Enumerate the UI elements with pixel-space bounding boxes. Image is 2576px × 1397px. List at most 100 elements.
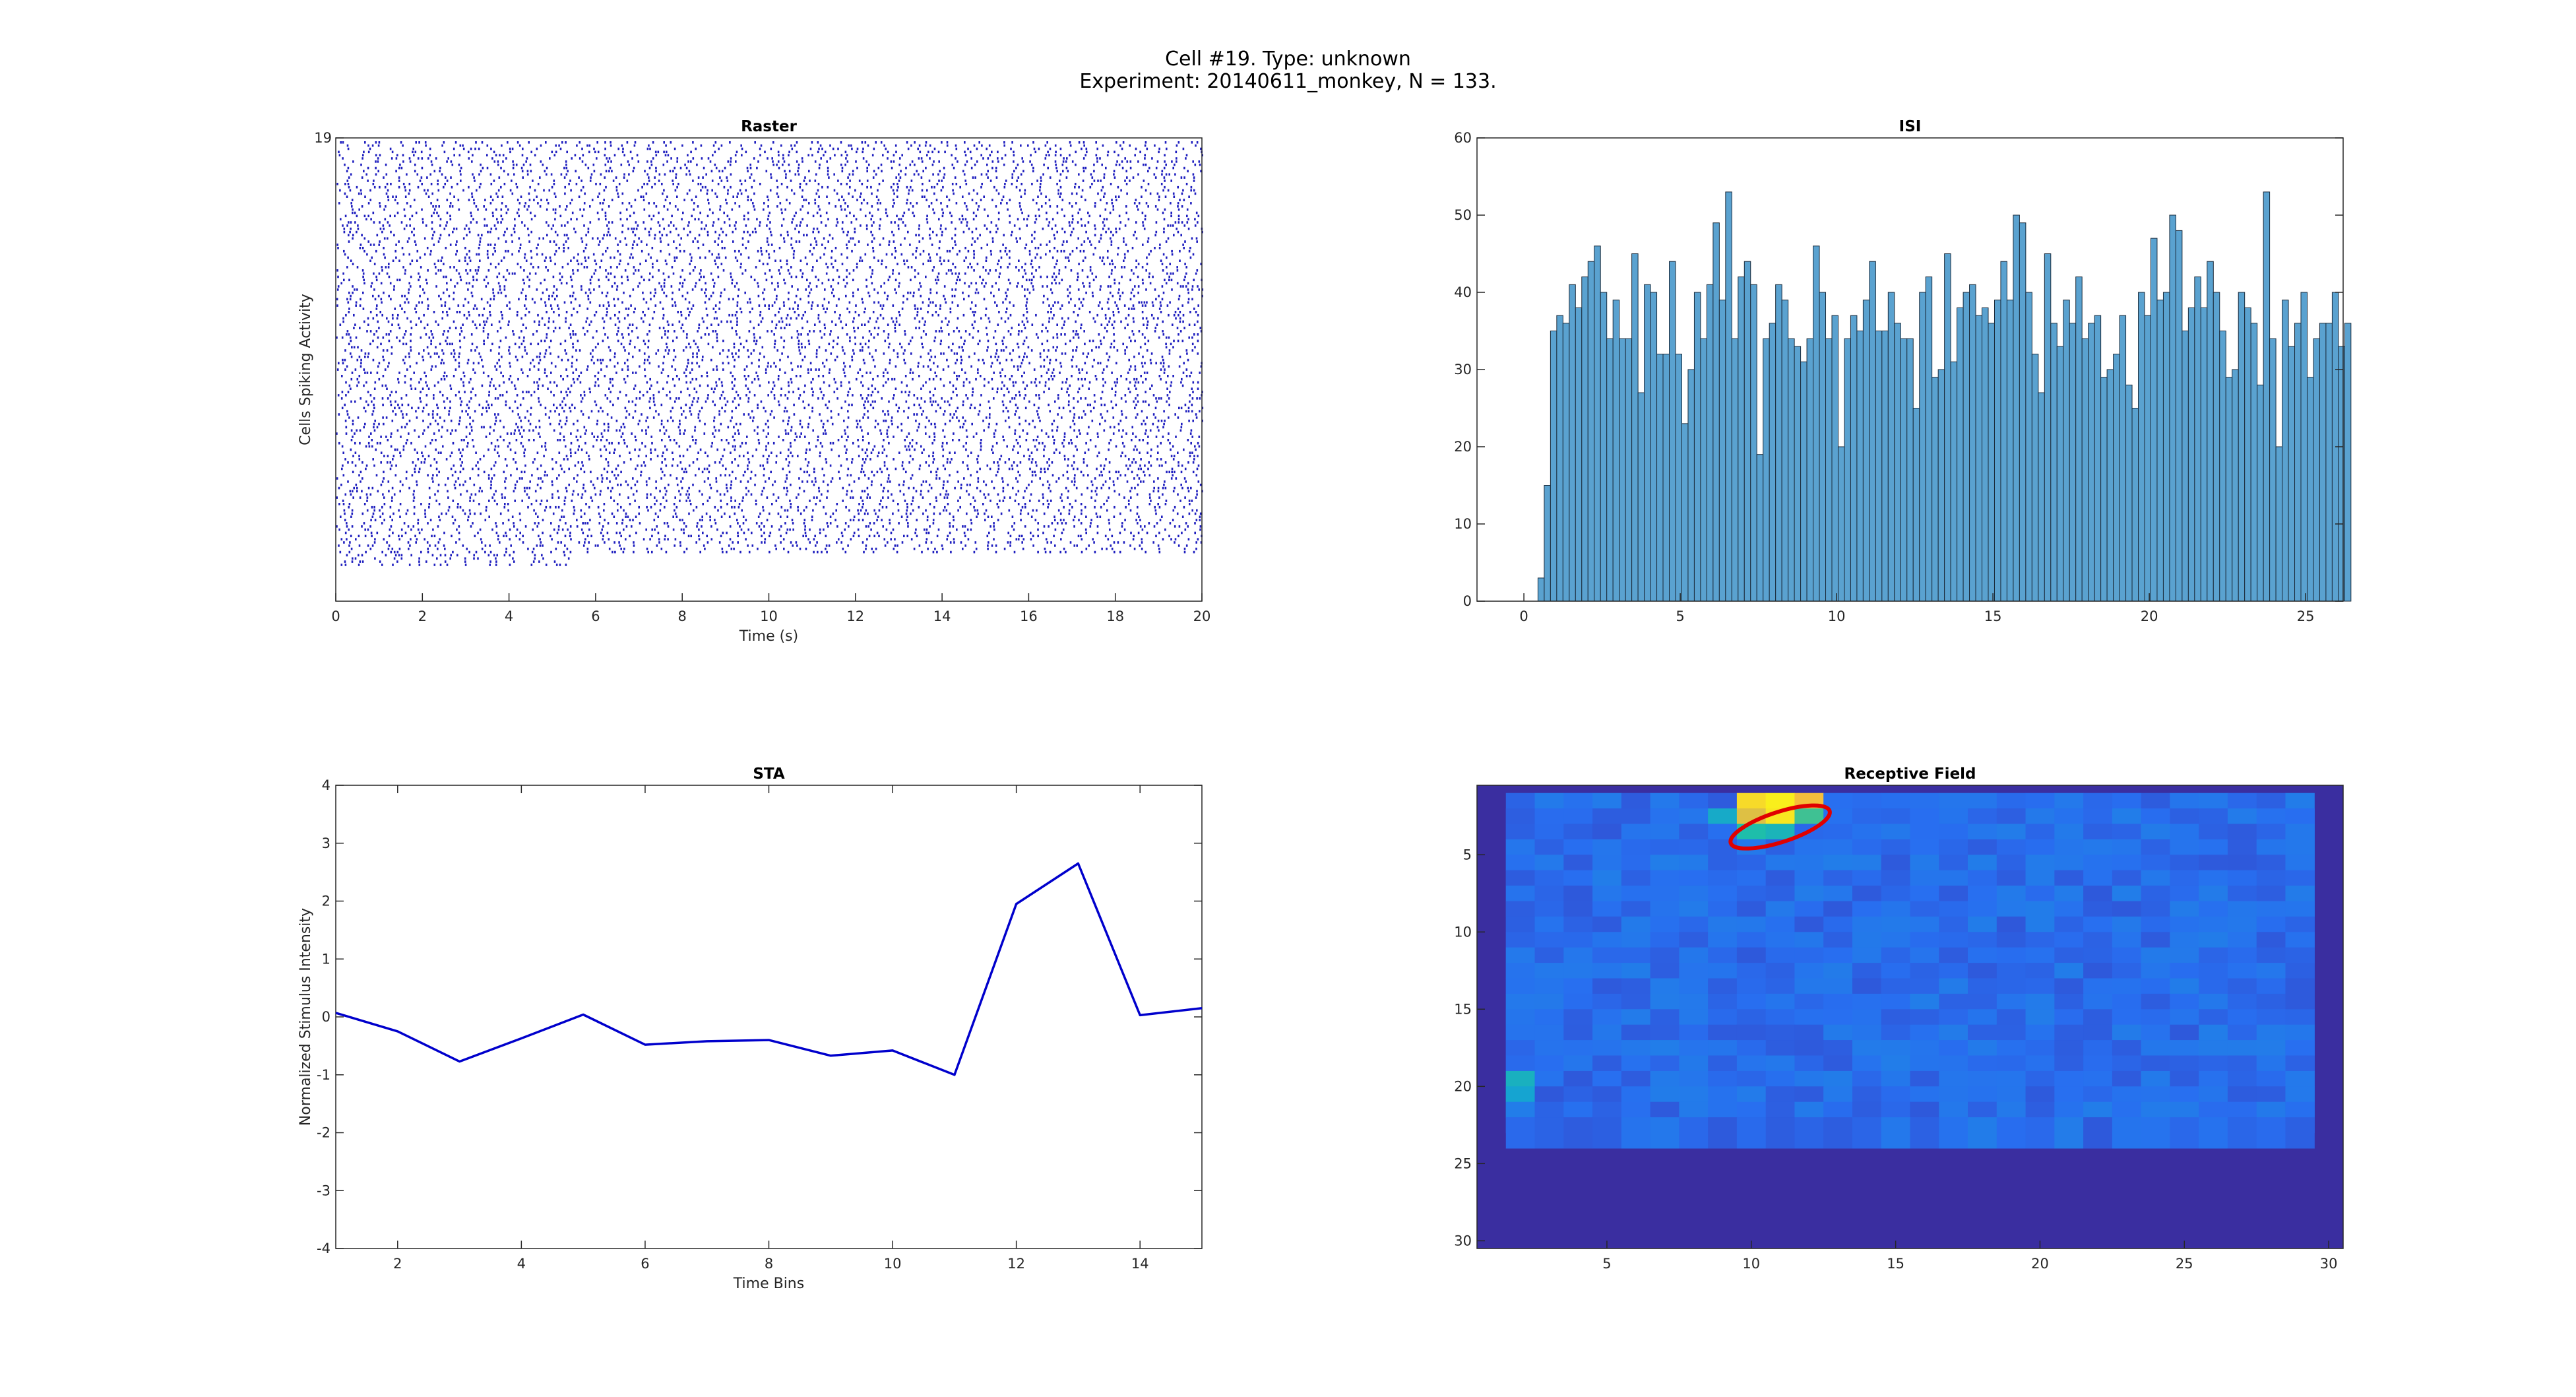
spike-mark — [360, 163, 362, 166]
spike-mark — [478, 247, 480, 249]
spike-mark — [777, 285, 779, 288]
spike-mark — [350, 352, 352, 355]
spike-mark — [713, 285, 715, 288]
spike-mark — [612, 384, 614, 387]
spike-mark — [1188, 249, 1191, 253]
spike-mark — [1081, 244, 1083, 246]
spike-mark — [873, 327, 876, 329]
spike-mark — [751, 308, 753, 310]
spike-mark — [534, 154, 536, 156]
spike-mark — [482, 166, 484, 170]
spike-mark — [1162, 269, 1164, 272]
spike-mark — [1133, 333, 1135, 336]
spike-mark — [1163, 227, 1165, 230]
spike-mark — [759, 336, 761, 339]
spike-mark — [598, 285, 600, 288]
spike-mark — [381, 269, 383, 272]
spike-mark — [910, 339, 912, 342]
spike-mark — [578, 195, 581, 198]
spike-mark — [771, 304, 774, 307]
spike-mark — [792, 253, 795, 256]
spike-mark — [860, 342, 862, 346]
spike-mark — [1113, 173, 1115, 176]
spike-mark — [753, 205, 755, 208]
spike-mark — [702, 176, 704, 179]
spike-mark — [1046, 211, 1048, 214]
spike-mark — [443, 227, 446, 230]
spike-mark — [1006, 387, 1009, 390]
spike-mark — [524, 224, 526, 227]
spike-mark — [1147, 339, 1150, 342]
spike-mark — [499, 365, 501, 368]
spike-mark — [545, 141, 547, 144]
spike-mark — [363, 170, 365, 173]
spike-mark — [1024, 327, 1026, 329]
spike-mark — [804, 176, 806, 179]
spike-mark — [609, 358, 612, 362]
spike-mark — [940, 352, 942, 355]
spike-mark — [663, 291, 665, 294]
spike-mark — [738, 288, 740, 291]
spike-mark — [639, 365, 641, 368]
spike-mark — [373, 288, 375, 291]
spike-mark — [929, 368, 932, 371]
spike-mark — [1171, 253, 1174, 256]
spike-mark — [1120, 320, 1122, 323]
spike-mark — [639, 282, 641, 284]
spike-mark — [681, 218, 683, 220]
spike-mark — [935, 282, 938, 284]
spike-mark — [514, 272, 516, 275]
spike-mark — [730, 173, 732, 176]
spike-mark — [759, 259, 761, 262]
spike-mark — [1062, 170, 1064, 173]
spike-mark — [893, 199, 895, 201]
spike-mark — [842, 230, 844, 234]
spike-mark — [1080, 301, 1083, 304]
spike-mark — [1042, 173, 1044, 176]
spike-mark — [634, 346, 636, 348]
spike-mark — [363, 214, 366, 218]
spike-mark — [367, 352, 370, 355]
spike-mark — [809, 249, 811, 253]
spike-mark — [1106, 218, 1108, 220]
spike-mark — [795, 294, 798, 298]
spike-mark — [692, 240, 694, 243]
spike-mark — [988, 320, 991, 323]
spike-mark — [662, 218, 664, 220]
spike-mark — [800, 298, 801, 301]
spike-mark — [1077, 221, 1079, 224]
spike-mark — [354, 288, 356, 291]
spike-mark — [877, 291, 879, 294]
spike-mark — [340, 282, 342, 284]
spike-mark — [680, 313, 683, 317]
spike-mark — [627, 227, 629, 230]
spike-mark — [773, 362, 775, 365]
spike-mark — [939, 259, 941, 262]
spike-mark — [733, 346, 736, 348]
spike-mark — [581, 285, 582, 288]
spike-mark — [508, 320, 510, 323]
spike-mark — [1117, 308, 1119, 310]
spike-mark — [991, 387, 993, 390]
spike-mark — [824, 327, 826, 329]
spike-mark — [1009, 352, 1011, 355]
spike-mark — [397, 313, 399, 317]
spike-mark — [1114, 266, 1116, 269]
spike-mark — [1123, 253, 1126, 256]
spike-mark — [724, 247, 726, 249]
spike-mark — [1183, 199, 1185, 201]
spike-mark — [649, 291, 652, 294]
spike-mark — [443, 375, 445, 377]
spike-mark — [815, 352, 818, 355]
spike-mark — [491, 377, 493, 381]
spike-mark — [1125, 317, 1127, 320]
spike-mark — [406, 368, 408, 371]
spike-mark — [973, 269, 975, 272]
spike-mark — [625, 244, 627, 246]
spike-mark — [418, 301, 420, 304]
spike-mark — [1187, 291, 1189, 294]
spike-mark — [556, 294, 558, 298]
spike-mark — [1193, 308, 1195, 310]
spike-mark — [726, 179, 729, 182]
